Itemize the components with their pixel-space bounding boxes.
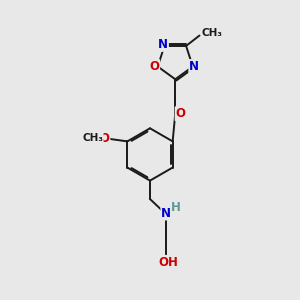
Text: CH₃: CH₃ <box>82 134 103 143</box>
Text: OH: OH <box>158 256 178 269</box>
Text: O: O <box>149 60 159 73</box>
Text: O: O <box>176 107 186 120</box>
Text: N: N <box>161 206 171 220</box>
Text: O: O <box>100 132 110 145</box>
Text: CH₃: CH₃ <box>202 28 223 38</box>
Text: N: N <box>189 60 199 73</box>
Text: H: H <box>171 202 181 214</box>
Text: N: N <box>158 38 168 51</box>
